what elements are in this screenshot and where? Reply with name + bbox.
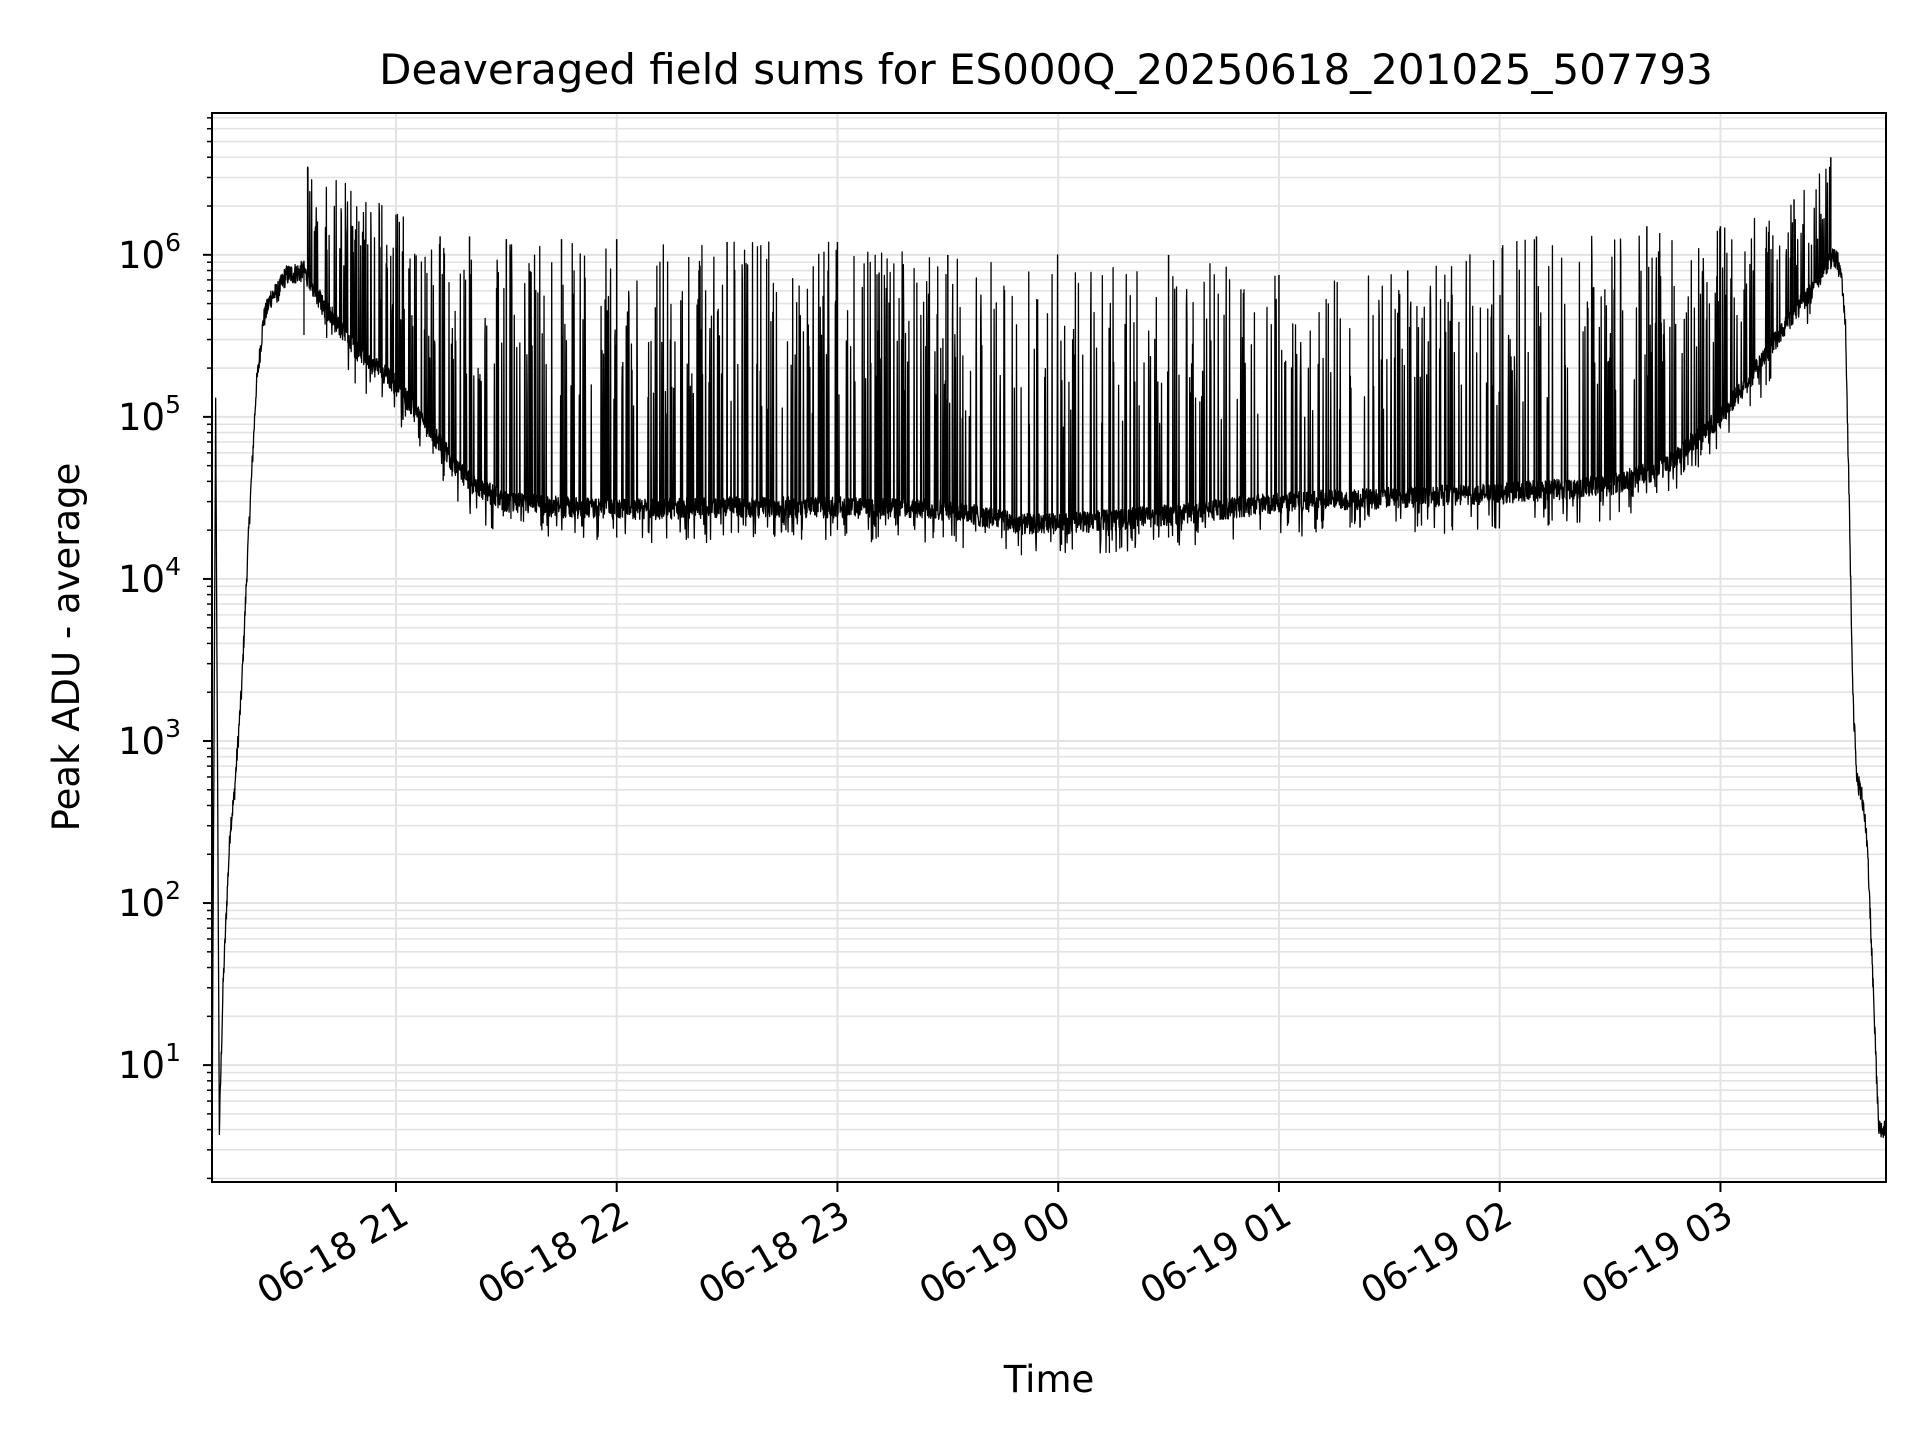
y-axis-ticks: 101 102 103 104 105 106	[118, 117, 212, 1180]
y-tick-label: 103	[118, 714, 181, 763]
y-tick-label: 105	[118, 390, 181, 439]
x-tick-label: 06-18 23	[691, 1193, 857, 1313]
x-tick-label: 06-19 01	[1133, 1193, 1299, 1313]
x-axis-ticks: 06-18 21 06-18 22 06-18 23 06-19 00 06-19 01…	[250, 1182, 1740, 1313]
series-group	[211, 157, 1887, 1147]
x-tick-label: 06-19 03	[1574, 1193, 1740, 1313]
y-tick-label: 102	[118, 876, 181, 925]
plot-frame	[211, 112, 1887, 1183]
x-tick-label: 06-19 02	[1354, 1193, 1520, 1313]
y-tick-label: 106	[118, 228, 181, 277]
y-axis-label: Peak ADU - average	[45, 463, 88, 832]
y-tick-label: 104	[118, 552, 181, 601]
y-tick-label: 101	[118, 1038, 181, 1087]
x-tick-label: 06-18 22	[471, 1193, 637, 1313]
x-tick-label: 06-18 21	[250, 1193, 416, 1313]
x-tick-label: 06-19 00	[912, 1193, 1078, 1313]
series-line	[211, 166, 1887, 1147]
chart-title: Deaveraged field sums for ES000Q_2025061…	[379, 45, 1713, 94]
x-axis-label: Time	[1003, 1358, 1095, 1401]
grid-lines	[212, 113, 1886, 1182]
